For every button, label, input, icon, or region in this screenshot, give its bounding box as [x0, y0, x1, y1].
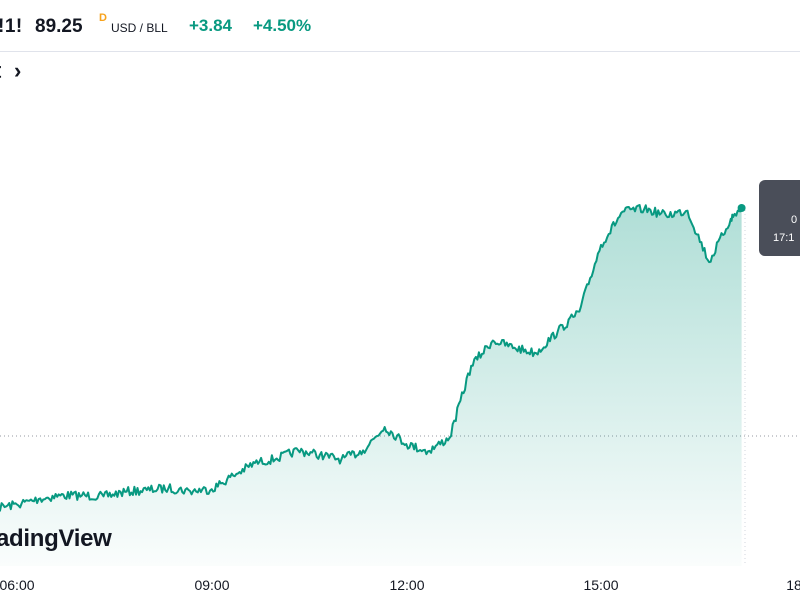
tradingview-watermark: adingView	[0, 525, 112, 552]
chevron-right-icon[interactable]: ›	[14, 58, 22, 83]
crosshair-tooltip: 0 17:1	[759, 180, 800, 256]
tooltip-time: 17:1	[773, 232, 795, 244]
symbol-header: !1! 89.25 D USD / BLL +3.84 +4.50%	[0, 0, 800, 52]
price-flag-badge: D	[99, 12, 107, 24]
symbol-name[interactable]: !1!	[0, 16, 23, 37]
x-axis-tick-label: 09:00	[194, 577, 229, 593]
price-units: USD / BLL	[111, 21, 168, 35]
price-change: +3.84	[189, 16, 233, 35]
last-price-dot	[737, 204, 746, 212]
price-area-fill	[0, 205, 742, 566]
price-change-percent: +4.50%	[253, 16, 312, 35]
chart-title-link[interactable]: t	[0, 58, 1, 84]
x-axis-tick-label: 15:00	[583, 577, 618, 593]
tooltip-value: 0	[791, 214, 798, 226]
last-price: 89.25	[35, 16, 83, 37]
x-axis-tick-label: 18:	[786, 577, 800, 593]
price-line-series	[0, 204, 743, 512]
x-axis-tick-label: 06:00	[0, 577, 35, 593]
x-axis-tick-label: 12:00	[389, 577, 424, 593]
